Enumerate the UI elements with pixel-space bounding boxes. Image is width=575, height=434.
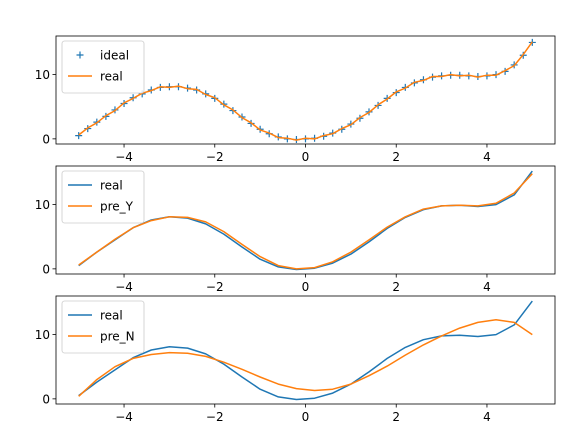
x-tick-label: −4 [115, 150, 133, 164]
x-tick-label: −4 [115, 280, 133, 294]
legend-entry-ideal-label: ideal [100, 49, 129, 63]
x-tick-label: 0 [302, 410, 310, 424]
x-tick-label: 4 [483, 410, 491, 424]
x-tick-label: 0 [302, 280, 310, 294]
x-tick-label: −2 [206, 150, 224, 164]
x-tick-label: −2 [206, 280, 224, 294]
legend-entry-real-label: real [100, 179, 123, 193]
series-real-line [78, 41, 533, 141]
x-tick-label: 4 [483, 150, 491, 164]
series-pre-y-line [78, 173, 533, 270]
legend: real pre_Y [61, 170, 145, 224]
legend-entry-real-label: real [100, 309, 123, 323]
subplot-2: −4 −2 0 2 4 0 10 real pre_Y [35, 165, 556, 294]
plot-area [78, 300, 533, 401]
legend-entry-pre-n-label: pre_N [100, 330, 135, 344]
legend: real pre_N [61, 300, 145, 354]
x-tick-label: −2 [206, 410, 224, 424]
y-tick-label: 0 [42, 262, 50, 276]
legend-box [61, 40, 145, 94]
legend-box [61, 300, 145, 354]
y-tick-label: 10 [35, 68, 50, 82]
x-tick-label: −4 [115, 410, 133, 424]
x-tick-label: 2 [392, 150, 400, 164]
subplot-1: −4 −2 0 2 4 0 10 ideal real [35, 35, 556, 164]
x-tick-label: 0 [302, 150, 310, 164]
y-tick-label: 10 [35, 328, 50, 342]
x-tick-label: 4 [483, 280, 491, 294]
y-tick-label: 10 [35, 198, 50, 212]
legend-entry-real-label: real [100, 70, 123, 84]
y-tick-label: 0 [42, 132, 50, 146]
plot-area [78, 170, 533, 271]
subplot-3: −4 −2 0 2 4 0 10 real pre_N [35, 295, 556, 424]
legend-entry-ideal-marker [76, 51, 84, 59]
y-tick-label: 0 [42, 392, 50, 406]
plot-area [75, 38, 536, 143]
x-tick-label: 2 [392, 280, 400, 294]
legend: ideal real [61, 40, 145, 94]
legend-box [61, 170, 145, 224]
series-pre-n-line [78, 319, 533, 397]
series-real-line [78, 300, 533, 401]
data-point [75, 132, 83, 140]
x-tick-label: 2 [392, 410, 400, 424]
legend-entry-pre-y-label: pre_Y [100, 200, 134, 214]
series-real-line [78, 170, 533, 271]
